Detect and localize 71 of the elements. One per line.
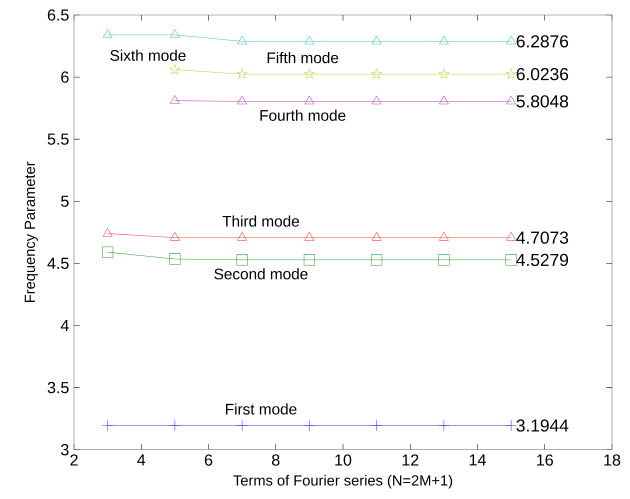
x-tick-label: 10 [335,454,352,466]
point [170,95,180,104]
x-axis-title: Terms of Fourier series (N=2M+1) [233,474,452,489]
point [170,232,180,241]
data-label: 5.8048 [516,95,568,108]
point [371,68,382,79]
point [438,68,450,79]
point [236,420,248,432]
point [506,96,516,104]
series-label: Sixth mode [110,50,186,61]
data-label: 4.5279 [516,254,568,266]
point [102,246,114,258]
point [438,232,449,241]
series-label: Fifth mode [268,52,338,64]
point [372,96,382,104]
point [102,29,113,38]
point [170,64,180,74]
point [236,68,248,79]
x-tick-label: 12 [402,454,418,466]
y-tick-label: 6.5 [48,9,69,21]
x-tick-label: 18 [604,454,620,466]
point [438,36,449,44]
point [372,36,382,44]
series-label: Fourth mode [260,110,346,121]
data-label: 6.0236 [516,68,568,80]
point [506,232,516,241]
point [304,254,315,266]
x-tick-label: 8 [272,454,280,466]
y-tick-label: 3.5 [48,382,69,394]
point [237,232,248,241]
y-tick-label: 4 [60,320,69,331]
y-tick-label: 6 [61,71,69,83]
point [506,420,517,432]
point [438,420,450,432]
point [304,420,315,432]
y-tick-label: 5.5 [48,134,69,145]
x-tick-label: 14 [470,454,486,466]
x-tick-label: 6 [204,454,212,466]
point [506,68,516,79]
data-label: 3.1944 [516,419,568,432]
point [170,29,180,38]
data-label: 6.2876 [516,35,568,48]
point [304,96,314,104]
point [237,96,248,104]
point [102,420,114,432]
x-tick-label: 2 [70,454,78,466]
point [102,228,113,237]
x-tick-label: 4 [137,454,146,466]
point [371,420,382,432]
point [506,36,516,44]
y-tick-label: 4.5 [47,258,69,269]
point [236,254,248,266]
point [237,36,248,44]
point [371,254,382,266]
point [169,253,180,265]
data-label: 4.7073 [516,231,568,244]
series-label: Second mode [214,268,308,280]
y-axis-title: Frequency Parameter [24,162,38,302]
point [304,232,314,241]
point [169,420,180,432]
x-tick-label: 16 [537,454,553,466]
series-label: First mode [226,403,296,415]
series-label: Third mode [222,215,300,227]
point [304,68,315,79]
point [372,232,382,241]
point [304,36,314,44]
point [506,254,517,266]
point [438,254,450,266]
y-tick-label: 5 [61,196,69,207]
point [438,96,449,104]
y-tick-label: 3 [61,444,69,456]
